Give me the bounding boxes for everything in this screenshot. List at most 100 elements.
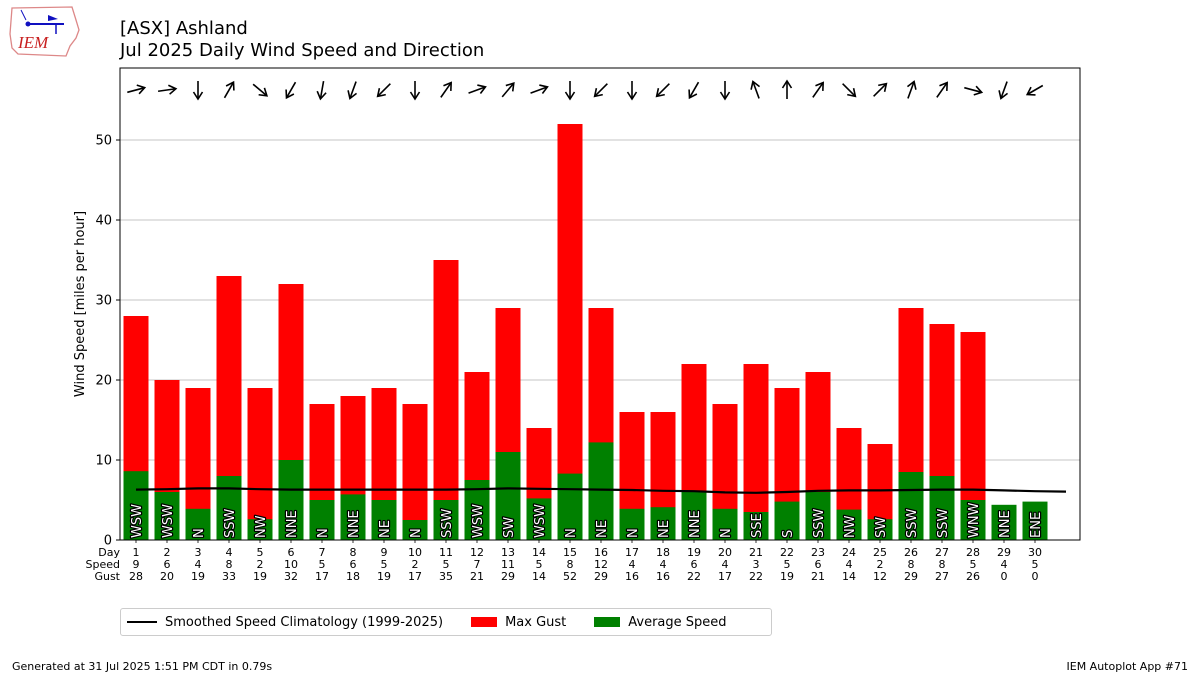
gust-value-label: 28: [129, 570, 143, 583]
arrow-head: [815, 81, 825, 91]
direction-arrow: [812, 81, 825, 98]
day-label: 23: [811, 546, 825, 559]
arrow-shaft: [501, 83, 514, 98]
speed-bar: [619, 508, 645, 540]
gust-value-label: 26: [966, 570, 980, 583]
direction-label: N: [564, 528, 579, 538]
speed-value-label: 2: [877, 558, 884, 571]
day-label: 7: [319, 546, 326, 559]
y-tick-label: 50: [95, 134, 112, 149]
gust-value-label: 22: [687, 570, 701, 583]
gust-value-label: 14: [842, 570, 856, 583]
arrow-shaft: [286, 81, 297, 98]
direction-arrow: [1025, 84, 1044, 96]
speed-bar: [898, 472, 924, 540]
arrow-shaft: [223, 82, 234, 99]
arrow-head: [168, 84, 178, 95]
arrow-head: [192, 91, 204, 101]
arrow-head: [1025, 86, 1036, 96]
gust-value-label: 27: [935, 570, 949, 583]
speed-bar: [495, 452, 521, 540]
arrow-head: [258, 87, 269, 97]
gust-bar: [402, 404, 428, 540]
direction-label: ENE: [1029, 512, 1044, 538]
gust-value-label: 17: [718, 570, 732, 583]
speed-value-label: 5: [784, 558, 791, 571]
speed-bar: [247, 519, 273, 540]
speed-bar: [216, 476, 242, 540]
gust-value-label: 32: [284, 570, 298, 583]
speed-value-label: 8: [908, 558, 915, 571]
day-label: 18: [656, 546, 670, 559]
speed-value-label: 5: [1032, 558, 1039, 571]
direction-arrow: [285, 81, 297, 100]
speed-value-label: 5: [536, 558, 543, 571]
direction-arrow: [750, 80, 761, 99]
arrow-head: [939, 81, 949, 91]
gust-value-label: 12: [873, 570, 887, 583]
gust-value-label: 19: [253, 570, 267, 583]
direction-label: SSW: [812, 508, 827, 538]
direction-arrow: [593, 83, 608, 98]
y-tick-label: 30: [95, 294, 112, 309]
direction-label: NNE: [998, 510, 1013, 538]
gust-value-label: 0: [1032, 570, 1039, 583]
logo-text: IEM: [17, 33, 49, 52]
gust-value-label: 14: [532, 570, 546, 583]
speed-value-label: 4: [1001, 558, 1008, 571]
speed-value-label: 2: [257, 558, 264, 571]
direction-label: N: [626, 528, 641, 538]
y-tick-label: 0: [104, 534, 112, 549]
direction-label: SSW: [905, 508, 920, 538]
arrow-head: [316, 90, 327, 101]
arrow-shaft: [656, 83, 670, 97]
direction-label: SSW: [936, 508, 951, 538]
gust-value-label: 17: [408, 570, 422, 583]
climatology-swatch: [127, 621, 157, 623]
speed-value-label: 4: [660, 558, 667, 571]
speed-value-label: 9: [133, 558, 140, 571]
plot-frame: [119, 67, 1081, 541]
direction-arrow: [316, 80, 327, 101]
arrow-head: [906, 80, 917, 90]
speed-swatch: [594, 617, 621, 627]
speed-bar: [991, 504, 1017, 540]
chart-title-subtitle: Jul 2025 Daily Wind Speed and Direction: [120, 40, 485, 61]
arrow-shaft: [319, 80, 325, 99]
arrow-head: [719, 91, 731, 101]
speed-bar: [309, 500, 335, 540]
gust-value-label: 16: [656, 570, 670, 583]
day-label: 3: [195, 546, 202, 559]
direction-arrow: [252, 83, 269, 97]
day-label: 24: [842, 546, 856, 559]
gust-value-label: 29: [594, 570, 608, 583]
arrow-head: [136, 84, 147, 95]
day-label: 11: [439, 546, 453, 559]
arrow-head: [878, 82, 888, 92]
direction-arrow: [688, 81, 700, 100]
direction-arrow: [655, 83, 670, 98]
direction-label: SSW: [440, 508, 455, 538]
iem-logo: IEM: [6, 4, 82, 60]
arrow-head: [477, 84, 487, 95]
speed-bar: [185, 508, 211, 540]
day-label: 12: [470, 546, 484, 559]
arrow-shaft: [964, 86, 981, 93]
gust-value-label: 33: [222, 570, 236, 583]
day-label: 19: [687, 546, 701, 559]
legend-climatology-label: Smoothed Speed Climatology (1999-2025): [165, 614, 444, 630]
speed-bar: [278, 460, 304, 540]
row-label: Speed: [86, 558, 120, 571]
direction-label: S: [781, 530, 796, 538]
day-label: 15: [563, 546, 577, 559]
direction-arrow: [223, 80, 235, 99]
arrow-head: [847, 88, 857, 98]
y-tick-label: 20: [95, 374, 112, 389]
speed-value-label: 6: [691, 558, 698, 571]
arrow-shaft: [752, 82, 760, 99]
gust-value-label: 19: [191, 570, 205, 583]
direction-arrow: [964, 85, 984, 96]
direction-arrow: [376, 83, 391, 98]
gust-value-label: 35: [439, 570, 453, 583]
arrow-head: [539, 84, 549, 95]
